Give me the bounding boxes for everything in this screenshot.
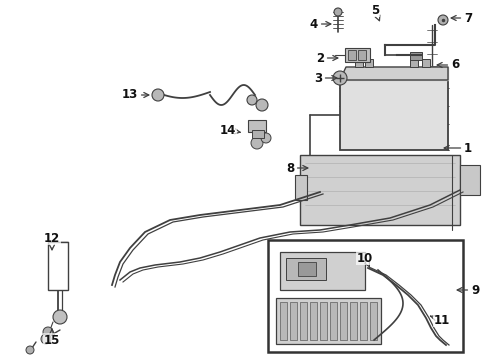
Text: 15: 15 (44, 329, 60, 346)
Bar (348, 50, 356, 60)
Circle shape (438, 15, 448, 25)
Circle shape (261, 133, 271, 143)
Bar (248, 120, 266, 132)
Bar (345, 48, 370, 62)
Bar (410, 52, 422, 60)
Text: 1: 1 (444, 141, 472, 154)
Bar (354, 52, 366, 60)
Circle shape (251, 137, 263, 149)
Circle shape (152, 89, 164, 101)
Text: 6: 6 (437, 58, 459, 72)
Bar (286, 258, 326, 280)
Text: 9: 9 (457, 284, 479, 297)
Text: 12: 12 (44, 231, 60, 250)
Bar (355, 59, 363, 67)
Circle shape (333, 71, 347, 85)
Polygon shape (340, 67, 448, 80)
Text: 11: 11 (430, 314, 450, 327)
Bar (358, 50, 366, 60)
Bar (276, 298, 381, 344)
Circle shape (53, 310, 67, 324)
Circle shape (43, 327, 53, 337)
Circle shape (26, 346, 34, 354)
Circle shape (41, 334, 51, 344)
Bar (310, 302, 317, 340)
Bar (422, 59, 430, 67)
Bar (320, 302, 327, 340)
Bar (330, 302, 337, 340)
Bar (280, 252, 365, 290)
Text: 3: 3 (314, 72, 337, 85)
Text: 8: 8 (286, 162, 308, 175)
Bar (350, 302, 357, 340)
Bar (48, 242, 68, 290)
Bar (295, 175, 307, 200)
Text: 13: 13 (122, 89, 149, 102)
Bar (252, 130, 264, 138)
Bar (280, 302, 287, 340)
Text: 4: 4 (310, 18, 331, 31)
Bar (460, 165, 480, 195)
Bar (360, 302, 367, 340)
Circle shape (247, 95, 257, 105)
Text: 7: 7 (451, 12, 472, 24)
Text: 14: 14 (220, 123, 240, 136)
Bar (268, 240, 463, 352)
Bar (340, 302, 347, 340)
Text: 5: 5 (371, 4, 380, 21)
Bar (365, 59, 373, 67)
Circle shape (256, 99, 268, 111)
Bar (410, 59, 418, 67)
Text: 10: 10 (357, 252, 373, 267)
Bar (290, 302, 297, 340)
Bar (370, 302, 377, 340)
Text: 2: 2 (316, 51, 338, 64)
Bar (340, 80, 448, 150)
Circle shape (334, 8, 342, 16)
Bar (298, 262, 316, 276)
Bar (300, 155, 460, 225)
Bar (300, 302, 307, 340)
